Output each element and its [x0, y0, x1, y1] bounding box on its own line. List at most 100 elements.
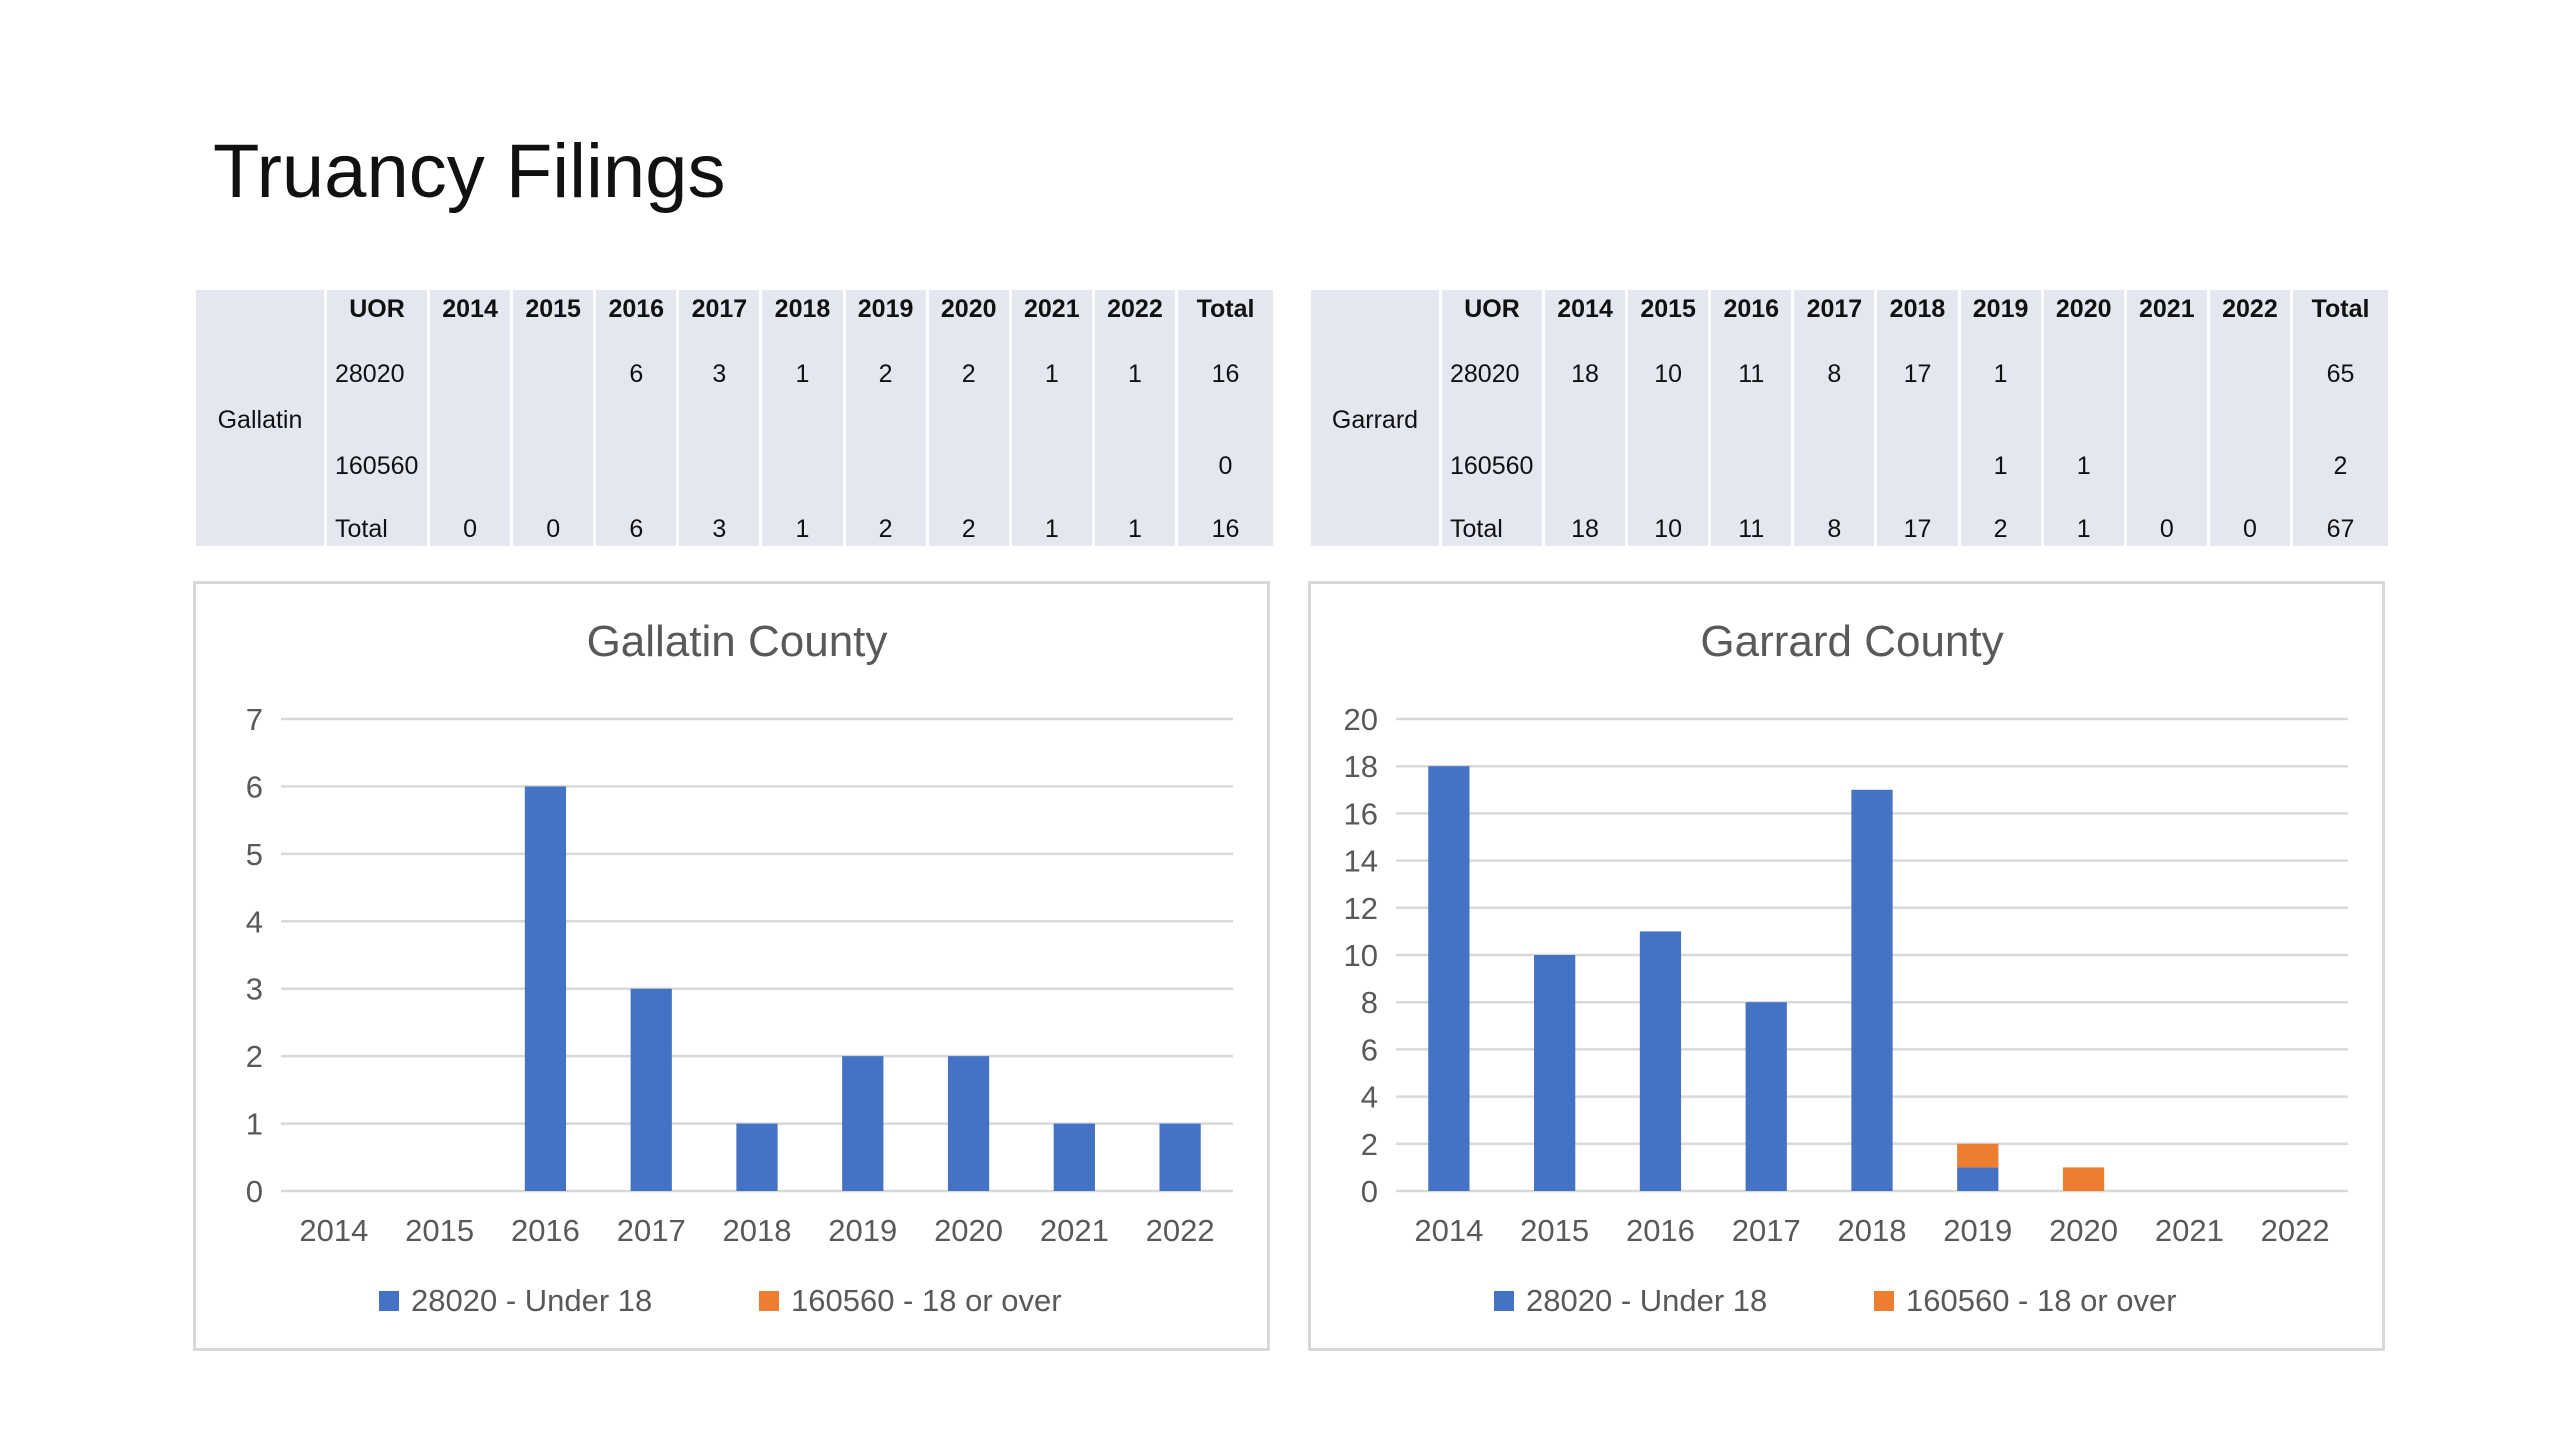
uor-cell: Total — [1442, 512, 1542, 546]
header-cell: UOR — [327, 290, 427, 328]
table-cell — [1011, 420, 1092, 512]
table-cell — [2209, 420, 2290, 512]
bar — [736, 1123, 778, 1191]
table-cell: 1 — [762, 512, 843, 546]
x-tick-label: 2018 — [1838, 1213, 1907, 1248]
x-tick-label: 2017 — [617, 1213, 686, 1248]
table-cell — [2126, 420, 2207, 512]
y-tick-label: 18 — [1344, 749, 1378, 784]
table-cell: 2 — [845, 328, 926, 420]
bar — [630, 988, 672, 1191]
legend-swatch — [379, 1291, 399, 1311]
table-cell — [596, 420, 677, 512]
table-header-row: UOR 2014 2015 2016 2017 2018 2019 2020 2… — [1311, 290, 2388, 328]
table-cell — [2126, 328, 2207, 420]
garrard-data-table: UOR 2014 2015 2016 2017 2018 2019 2020 2… — [1308, 290, 2391, 546]
table-cell — [2043, 328, 2124, 420]
y-tick-label: 4 — [246, 904, 263, 939]
bar — [1745, 1002, 1787, 1191]
header-cell: 2021 — [2126, 290, 2207, 328]
table-cell: 0 — [1178, 420, 1273, 512]
table-cell: 18 — [1545, 328, 1626, 420]
bar — [1957, 1167, 1999, 1191]
header-cell: 2018 — [762, 290, 843, 328]
slide-title: Truancy Filings — [213, 129, 726, 214]
table-cell: 0 — [513, 512, 594, 546]
y-tick-label: 20 — [1344, 702, 1378, 737]
table-cell: 10 — [1628, 512, 1709, 546]
table-cell — [1094, 420, 1175, 512]
header-cell: 2019 — [1960, 290, 2041, 328]
header-cell: 2014 — [430, 290, 511, 328]
y-tick-label: 6 — [1361, 1032, 1378, 1067]
county-name-cell: Gallatin — [196, 328, 324, 512]
y-tick-label: 12 — [1344, 891, 1378, 926]
table-cell: 2 — [928, 512, 1009, 546]
gallatin-data-table: UOR 2014 2015 2016 2017 2018 2019 2020 2… — [193, 290, 1276, 546]
table-row: Gallatin 28020 6 3 1 2 2 1 1 16 — [196, 328, 1273, 512]
chart-title: Gallatin County — [587, 617, 888, 666]
uor-cell: 160560 — [1442, 420, 1542, 512]
header-cell: 2018 — [1877, 290, 1958, 328]
table-cell: 17 — [1877, 328, 1958, 420]
bar — [524, 786, 567, 1191]
table-cell — [1628, 420, 1709, 512]
header-cell: UOR — [1442, 290, 1542, 328]
bar — [1053, 1123, 1095, 1191]
legend-label: 28020 - Under 18 — [411, 1283, 652, 1318]
legend-swatch — [759, 1291, 779, 1311]
bar — [947, 1056, 990, 1191]
y-tick-label: 10 — [1344, 938, 1378, 973]
bar — [1159, 1123, 1201, 1191]
table-cell: 6 — [596, 512, 677, 546]
gallatin-chart-svg: Gallatin County 0 1 2 3 4 5 6 7 2014 2015 2016 2017 2… — [246, 617, 1233, 1318]
uor-cell: 160560 — [327, 420, 427, 512]
y-tick-label: 2 — [1361, 1127, 1378, 1162]
y-tick-label: 6 — [246, 769, 263, 804]
table-cell: 65 — [2293, 328, 2388, 420]
header-cell: 2020 — [2043, 290, 2124, 328]
y-tick-label: 4 — [1361, 1080, 1378, 1115]
table-cell: 1 — [1960, 328, 2041, 420]
table-cell — [1311, 512, 1439, 546]
table-cell: 1 — [2043, 512, 2124, 546]
header-cell: 2015 — [513, 290, 594, 328]
table-cell: 67 — [2293, 512, 2388, 546]
table-cell — [430, 328, 511, 420]
header-cell: 2014 — [1545, 290, 1626, 328]
table-cell — [2209, 328, 2290, 420]
bar — [1534, 955, 1576, 1191]
gallatin-chart: Gallatin County 0 1 2 3 4 5 6 7 2014 2015 2016 2017 2… — [193, 581, 1270, 1351]
uor-cell: 28020 — [1442, 328, 1542, 420]
x-tick-label: 2019 — [828, 1213, 897, 1248]
table-row: Garrard 28020 18 10 11 8 17 1 65 — [1311, 328, 2388, 512]
table-cell — [430, 420, 511, 512]
table-cell: 16 — [1178, 328, 1273, 420]
table-cell — [928, 420, 1009, 512]
table-row: 160560 1 1 2 — [1311, 420, 2388, 512]
legend-label: 28020 - Under 18 — [1526, 1283, 1767, 1318]
table-cell — [1877, 420, 1958, 512]
y-tick-label: 16 — [1344, 796, 1378, 831]
x-tick-label: 2014 — [1414, 1213, 1483, 1248]
x-tick-label: 2022 — [1146, 1213, 1215, 1248]
header-cell: 2021 — [1011, 290, 1092, 328]
county-name-cell: Garrard — [1311, 328, 1439, 512]
y-tick-label: 2 — [246, 1039, 263, 1074]
x-tick-label: 2015 — [1520, 1213, 1589, 1248]
table-cell — [845, 420, 926, 512]
table-cell — [1794, 420, 1875, 512]
header-cell: 2015 — [1628, 290, 1709, 328]
bar — [2062, 1167, 2105, 1191]
table-cell: 6 — [596, 328, 677, 420]
county-header-cell — [196, 290, 324, 328]
table-cell — [196, 512, 324, 546]
header-cell: Total — [1178, 290, 1273, 328]
table-cell: 0 — [2209, 512, 2290, 546]
y-tick-label: 8 — [1361, 985, 1378, 1020]
table-cell: 1 — [1011, 328, 1092, 420]
header-cell: 2022 — [1094, 290, 1175, 328]
table-cell: 3 — [679, 512, 760, 546]
x-tick-label: 2016 — [1626, 1213, 1695, 1248]
table-cell — [513, 328, 594, 420]
